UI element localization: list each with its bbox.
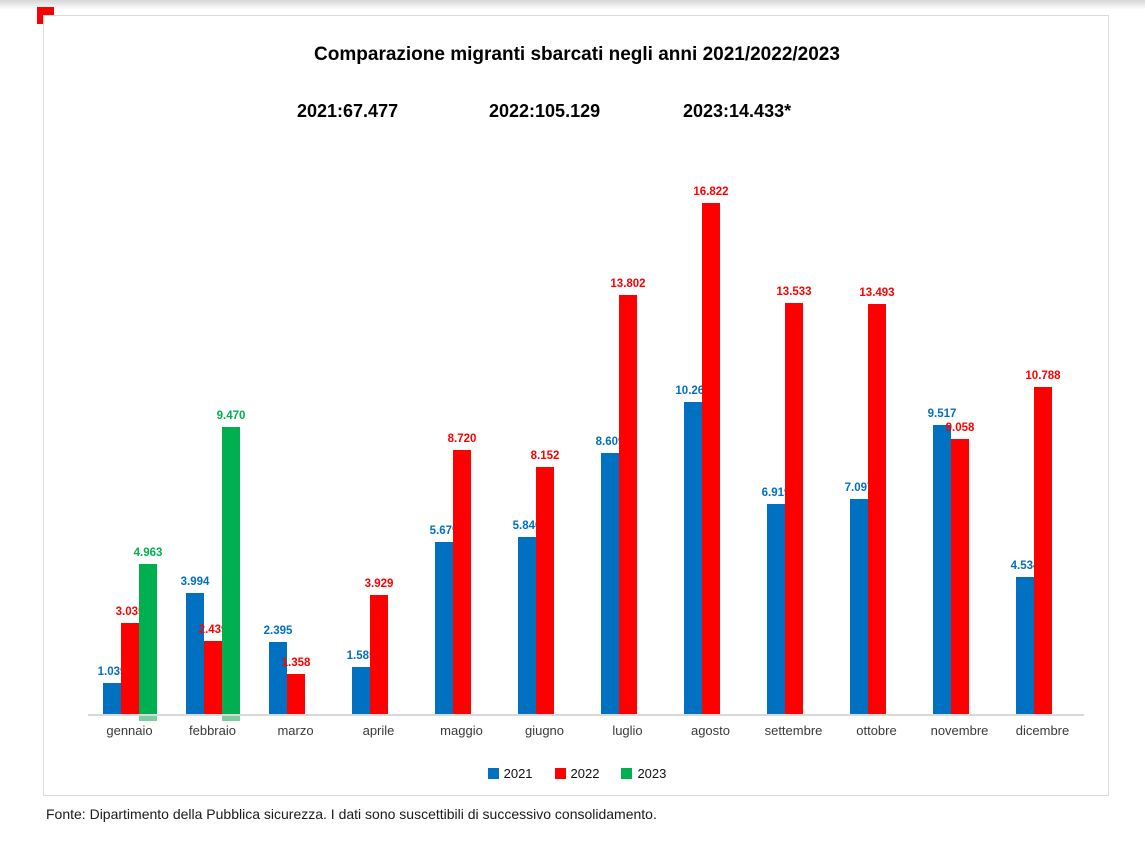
bar-value-label-2021-febbraio: 3.994 — [180, 575, 210, 588]
bar-value-label-2022-aprile: 3.929 — [364, 577, 394, 590]
x-axis-label-novembre: novembre — [930, 723, 989, 738]
legend-swatch-2022 — [554, 768, 566, 779]
bar-2023-gennaio — [139, 564, 157, 715]
x-axis-label-giugno: giugno — [524, 723, 565, 738]
bar-2021-luglio — [601, 453, 619, 715]
bar-2022-agosto — [702, 203, 720, 715]
bar-value-label-2023-gennaio: 4.963 — [133, 546, 163, 559]
bar-2022-settembre — [785, 303, 803, 715]
legend-label-2023: 2023 — [637, 766, 667, 781]
bar-2022-giugno — [536, 467, 554, 715]
bar-value-label-2022-giugno: 8.152 — [530, 449, 560, 462]
bar-value-label-2021-maggio: 5.679 — [429, 524, 459, 537]
bar-2022-ottobre — [868, 304, 886, 715]
bar-2021-settembre — [767, 504, 785, 715]
bar-2022-marzo — [287, 674, 305, 715]
bar-value-label-2021-agosto: 10.269 — [675, 384, 711, 397]
legend-item-2022: 2022 — [554, 766, 600, 781]
x-axis-label-aprile: aprile — [362, 723, 395, 738]
plot-area: 1.039 3.035 4.963 3.994 2.439 9.470 2.395 1.358… — [88, 180, 1084, 721]
x-axis-label-gennaio: gennaio — [106, 723, 153, 738]
x-axis-labels: gennaio febbraio marzo aprile maggio giugno lu… — [88, 723, 1084, 738]
bar-value-label-2021-dicembre: 4.534 — [1010, 559, 1040, 572]
total-2022: 2022:105.129 — [489, 101, 601, 121]
bar-2022-dicembre — [1034, 387, 1052, 715]
bar-base-shadow-febbraio — [222, 715, 240, 721]
bar-2021-novembre — [933, 425, 951, 715]
bar-2022-luglio — [619, 295, 637, 715]
bar-base-shadow-gennaio — [139, 715, 157, 721]
bar-value-label-2022-gennaio: 3.035 — [115, 605, 145, 618]
legend: 2021 2022 2023 — [43, 766, 1111, 781]
x-axis-label-marzo: marzo — [277, 723, 314, 738]
bar-2021-dicembre — [1016, 577, 1034, 715]
bar-value-label-2022-dicembre: 10.788 — [1025, 369, 1061, 382]
bar-2021-maggio — [435, 542, 453, 715]
bar-value-label-2021-ottobre: 7.097 — [844, 481, 874, 494]
source-note: Fonte: Dipartimento della Pubblica sicur… — [46, 806, 657, 822]
bar-value-label-2022-marzo: 1.358 — [281, 656, 311, 669]
bar-value-label-2021-gennaio: 1.039 — [97, 665, 127, 678]
x-axis-line — [88, 714, 1084, 716]
legend-label-2022: 2022 — [570, 766, 600, 781]
chart-title: Comparazione migranti sbarcati negli ann… — [314, 44, 840, 65]
legend-item-2021: 2021 — [487, 766, 533, 781]
bar-value-label-2022-maggio: 8.720 — [447, 432, 477, 445]
bar-value-label-2021-giugno: 5.840 — [512, 519, 542, 532]
bar-2022-gennaio — [121, 623, 139, 715]
total-2023: 2023:14.433* — [683, 101, 792, 121]
legend-label-2021: 2021 — [503, 766, 533, 781]
bar-value-label-2022-novembre: 9.058 — [945, 421, 975, 434]
bar-2021-agosto — [684, 402, 702, 715]
legend-item-2023: 2023 — [621, 766, 666, 781]
bar-value-label-2022-febbraio: 2.439 — [198, 623, 228, 636]
bar-2021-gennaio — [103, 683, 121, 715]
total-2021: 2021:67.477 — [297, 101, 399, 121]
bar-2021-ottobre — [850, 499, 868, 715]
bar-value-label-2022-ottobre: 13.493 — [859, 286, 895, 299]
x-axis-label-luglio: luglio — [612, 723, 643, 738]
bar-value-label-2022-luglio: 13.802 — [610, 277, 646, 290]
bar-2023-febbraio — [222, 427, 240, 715]
bar-2021-aprile — [352, 667, 370, 715]
bar-value-label-2022-agosto: 16.822 — [693, 185, 729, 198]
bar-value-label-2021-luglio: 8.609 — [595, 435, 625, 448]
bar-value-label-2021-aprile: 1.585 — [346, 649, 376, 662]
bar-2021-giugno — [518, 537, 536, 715]
bar-value-label-2022-settembre: 13.533 — [776, 285, 812, 298]
bar-2022-novembre — [951, 439, 969, 715]
legend-swatch-2021 — [487, 768, 499, 779]
x-axis-label-agosto: agosto — [690, 723, 731, 738]
bar-2021-marzo — [269, 642, 287, 715]
bar-value-label-2021-marzo: 2.395 — [263, 624, 293, 637]
legend-swatch-2023 — [621, 768, 633, 779]
x-axis-label-maggio: maggio — [440, 723, 483, 738]
x-axis-label-dicembre: dicembre — [1015, 723, 1070, 738]
bar-value-label-2021-novembre: 9.517 — [927, 407, 957, 420]
bar-2022-febbraio — [204, 641, 222, 715]
x-axis-label-ottobre: ottobre — [856, 723, 897, 738]
x-axis-label-settembre: settembre — [764, 723, 823, 738]
bar-2022-aprile — [370, 595, 388, 715]
bar-2021-febbraio — [186, 593, 204, 715]
bar-2022-maggio — [453, 450, 471, 715]
bar-value-label-2021-settembre: 6.919 — [761, 486, 791, 499]
bar-value-label-2023-febbraio: 9.470 — [216, 409, 246, 422]
top-gradient-bar — [0, 0, 1145, 9]
x-axis-label-febbraio: febbraio — [189, 723, 236, 738]
